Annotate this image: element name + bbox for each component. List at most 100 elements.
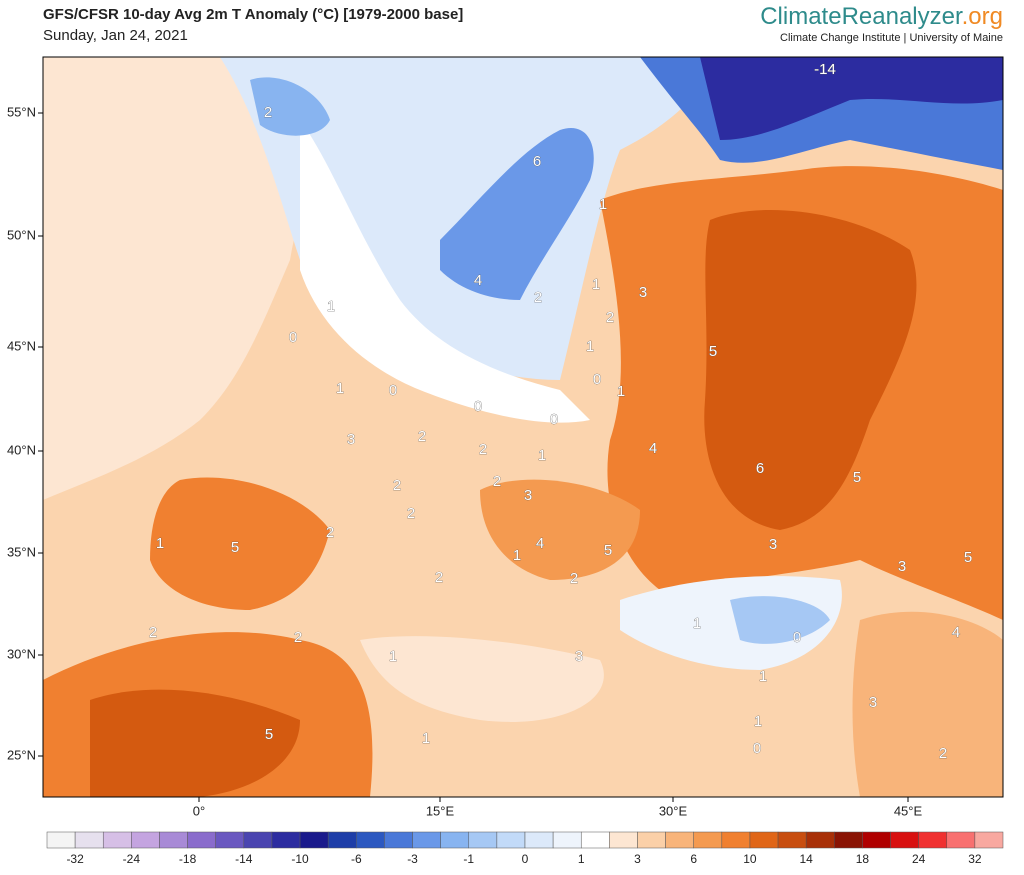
contour-label: 2 — [570, 570, 578, 587]
field-iberia — [150, 477, 330, 610]
contour-label: 4 — [474, 272, 482, 289]
colorbar-swatch — [552, 831, 582, 849]
contour-label: 2 — [435, 569, 443, 586]
contour-label: 3 — [639, 284, 647, 301]
lat-label: 55°N — [7, 104, 36, 119]
colorbar-swatch — [356, 831, 385, 849]
field-east-core — [704, 210, 917, 530]
colorbar: -32 -24 -18 -14 -10 -6 -3 -1 0 1 3 6 10 14 18 24 32 — [46, 831, 1004, 866]
contour-label: 6 — [756, 460, 764, 477]
contour-label: 4 — [952, 624, 960, 641]
colorbar-swatch — [580, 831, 610, 849]
colorbar-swatch — [243, 831, 273, 849]
contour-label: 5 — [964, 549, 972, 566]
colorbar-label: 6 — [690, 852, 697, 866]
contour-label: 2 — [939, 745, 947, 762]
lon-label: 45°E — [894, 803, 923, 818]
contour-label: 0 — [289, 329, 297, 346]
colorbar-label: -1 — [463, 852, 474, 866]
field-anatolia-cool — [730, 596, 830, 644]
contour-label: 5 — [604, 542, 612, 559]
colorbar-label: 24 — [912, 852, 926, 866]
lat-label: 25°N — [7, 747, 36, 762]
contour-label: 2 — [326, 524, 334, 541]
colorbar-swatch — [159, 831, 188, 849]
colorbar-swatch — [327, 831, 357, 849]
colorbar-swatch — [721, 831, 751, 849]
contour-label: 5 — [265, 726, 273, 743]
colorbar-label: 14 — [799, 852, 813, 866]
contour-label: 1 — [422, 730, 430, 747]
brand: ClimateReanalyzer.org — [760, 3, 1003, 30]
colorbar-swatch — [946, 831, 976, 849]
contour-label: 3 — [769, 536, 777, 553]
colorbar-swatch — [665, 831, 694, 849]
contour-label: 1 — [599, 196, 607, 213]
colorbar-label: 32 — [968, 852, 982, 866]
affiliation: Climate Change Institute | University of… — [780, 32, 1003, 44]
colorbar-swatch — [777, 831, 807, 849]
colorbar-label: -3 — [407, 852, 418, 866]
contour-label: 1 — [759, 668, 767, 685]
contour-label: 2 — [264, 104, 272, 121]
contour-label: 1 — [586, 338, 594, 355]
contour-label: 2 — [149, 624, 157, 641]
lat-label: 50°N — [7, 227, 36, 242]
colorbar-swatch — [74, 831, 104, 849]
field-sahara-core — [90, 689, 300, 797]
brand-suffix: .org — [962, 3, 1003, 30]
contour-label: 1 — [327, 298, 335, 315]
contour-label: 1 — [389, 648, 397, 665]
field-mediterranean — [360, 636, 604, 722]
field-neutral — [300, 120, 590, 423]
colorbar-swatch — [384, 831, 413, 849]
colorbar-swatch — [749, 831, 779, 849]
contour-label: 6 — [533, 153, 541, 170]
colorbar-swatch — [524, 831, 554, 849]
contour-label: 1 — [754, 713, 762, 730]
colorbar-label: 0 — [522, 852, 529, 866]
contour-label: -14 — [814, 61, 836, 78]
brand-main: ClimateReanalyzer — [760, 3, 963, 30]
contour-label: 5 — [231, 539, 239, 556]
colorbar-swatch — [890, 831, 919, 849]
colorbar-swatch — [131, 831, 160, 849]
contour-label: 0 — [474, 398, 482, 415]
contour-label: 0 — [753, 740, 761, 757]
contour-label: 0 — [593, 371, 601, 388]
colorbar-swatch — [496, 831, 526, 849]
lat-label: 45°N — [7, 338, 36, 353]
lat-label: 40°N — [7, 442, 36, 457]
contour-label: 5 — [709, 343, 717, 360]
contour-label: 1 — [693, 615, 701, 632]
contour-label: 4 — [649, 440, 657, 457]
colorbar-swatch — [468, 831, 498, 849]
lon-label: 0° — [193, 803, 205, 818]
contour-label: 3 — [898, 558, 906, 575]
contour-label: 4 — [536, 535, 544, 552]
colorbar-label: 1 — [578, 852, 585, 866]
colorbar-label: 18 — [856, 852, 870, 866]
contour-label: 1 — [156, 535, 164, 552]
colorbar-label: -24 — [123, 852, 141, 866]
colorbar-label: 10 — [743, 852, 757, 866]
colorbar-label: -14 — [235, 852, 253, 866]
colorbar-swatch — [862, 831, 891, 849]
contour-label: 0 — [793, 629, 801, 646]
colorbar-swatch — [412, 831, 441, 849]
colorbar-swatch — [693, 831, 723, 849]
contour-label: 3 — [869, 694, 877, 711]
contour-label: 3 — [524, 487, 532, 504]
contour-label: 1 — [336, 380, 344, 397]
contour-label: 2 — [418, 428, 426, 445]
contour-label: 0 — [550, 411, 558, 428]
colorbar-label: 3 — [634, 852, 641, 866]
colorbar-swatch — [102, 831, 132, 849]
lon-label: 15°E — [426, 803, 455, 818]
contour-label: 3 — [347, 431, 355, 448]
field-iceland — [250, 77, 330, 136]
map-field — [43, 57, 1003, 797]
colorbar-swatch — [187, 831, 216, 849]
